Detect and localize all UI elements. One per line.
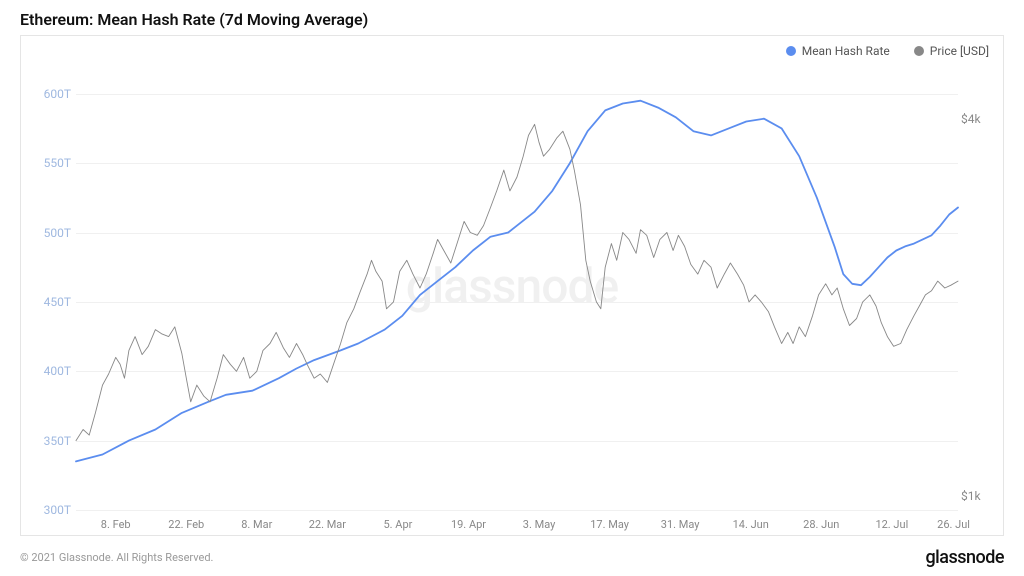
chart-area: glassnode Mean Hash RatePrice [USD] 300T…: [20, 35, 1004, 536]
series-price: [76, 124, 958, 440]
chart-title: Ethereum: Mean Hash Rate (7d Moving Aver…: [20, 10, 1004, 29]
copyright-text: © 2021 Glassnode. All Rights Reserved.: [20, 551, 213, 564]
series-hash_rate: [76, 101, 958, 462]
plot-svg: [21, 36, 1003, 535]
glassnode-logo: glassnode: [925, 547, 1004, 568]
